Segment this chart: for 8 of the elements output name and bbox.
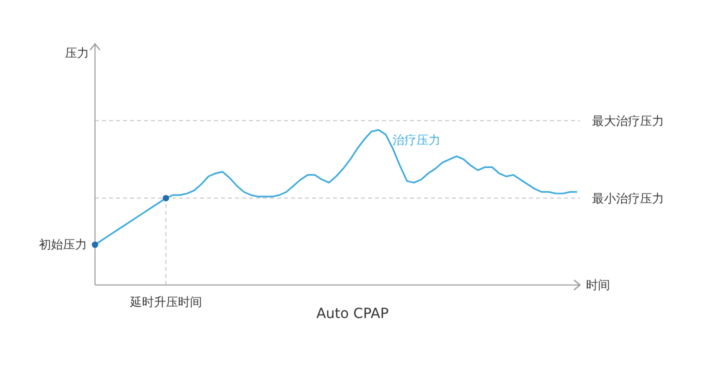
text: 延时升压时间 [128,295,202,309]
x-axis-title: 时间 [586,278,610,292]
text: 压力 [65,46,89,60]
text: Auto CPAP [316,306,389,322]
ref-line-label: 最小治疗压力 [592,191,664,206]
ref-line-label: 最大治疗压力 [592,114,664,128]
text: 初始压力 [39,238,87,252]
series-label: 治疗压力 [392,132,441,147]
